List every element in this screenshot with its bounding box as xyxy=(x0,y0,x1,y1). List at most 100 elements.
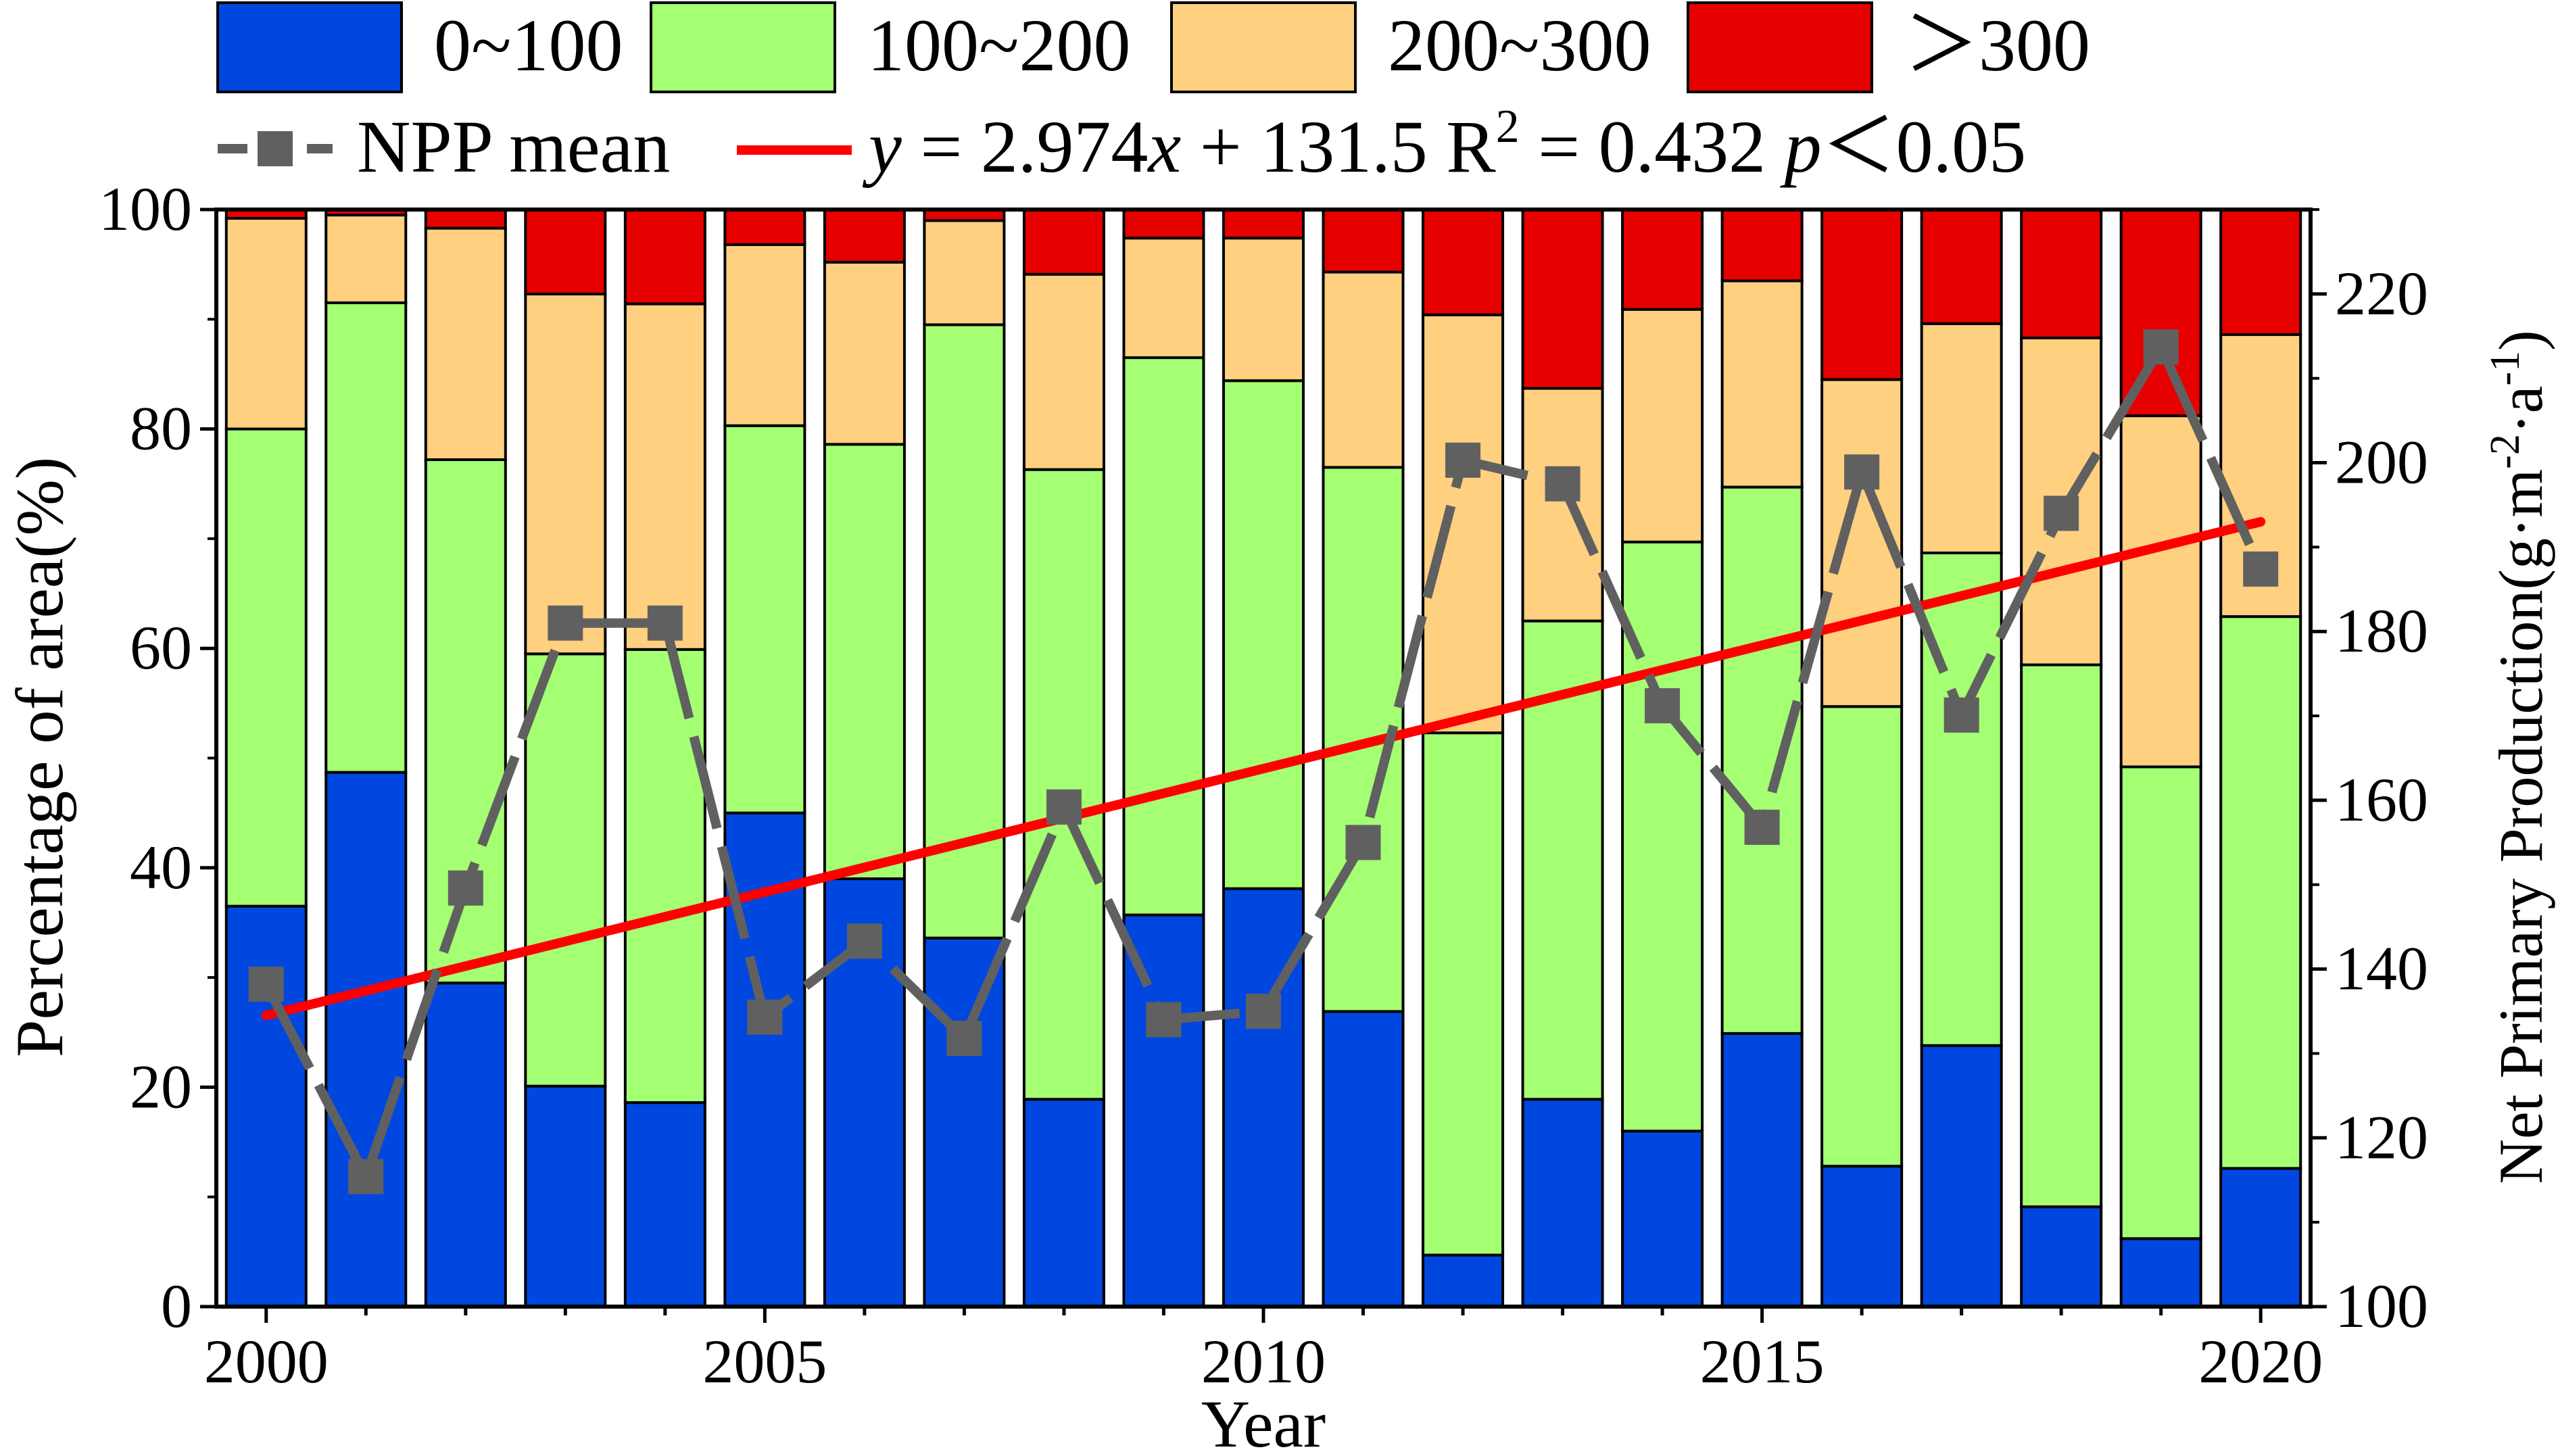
bar-2006-series-3 xyxy=(823,208,906,264)
bar-2002-series-0 xyxy=(424,981,507,1308)
bar-2013-series-0 xyxy=(1521,1098,1604,1309)
bar-2019-series-3 xyxy=(2119,208,2202,418)
npp-marker-2013 xyxy=(1545,466,1580,502)
bar-2007-series-0 xyxy=(923,936,1006,1308)
y-right-title-main: Net Primary Production(g·m xyxy=(2486,469,2555,1184)
bar-2012-series-3 xyxy=(1422,208,1505,316)
trend-line xyxy=(261,516,2266,1021)
x-tick-label: 2020 xyxy=(2198,1327,2323,1396)
legend-npp-label: NPP mean xyxy=(357,105,670,188)
bar-2003-series-2 xyxy=(524,292,607,656)
bar-2009-series-2 xyxy=(1122,237,1205,360)
bar-2011-series-3 xyxy=(1322,208,1405,274)
npp-mean-line-group xyxy=(248,329,2279,1194)
right-tick-label: 180 xyxy=(2335,596,2428,665)
left-tick-label: 60 xyxy=(130,613,192,682)
bar-2018-series-3 xyxy=(2020,208,2103,339)
legend-swatch-2 xyxy=(1170,1,1357,93)
bar-2015-series-0 xyxy=(1720,1032,1804,1309)
bar-2003-series-3 xyxy=(524,208,607,295)
bar-2014-series-3 xyxy=(1621,208,1704,311)
bar-2010-series-0 xyxy=(1222,887,1305,1308)
bar-2014-series-0 xyxy=(1621,1130,1704,1308)
y-right-title-end: ) xyxy=(2486,330,2555,351)
bar-2000-series-0 xyxy=(224,904,308,1308)
eq-c: = 0.432 xyxy=(1520,105,1785,188)
right-tick-label: 200 xyxy=(2335,428,2428,497)
npp-marker-2004 xyxy=(647,605,683,641)
bar-2017-series-2 xyxy=(1920,322,2003,554)
legend-equation: y = 2.974x + 131.5 R2 = 0.432 p＜0.05 xyxy=(862,101,2026,188)
bar-2010-series-1 xyxy=(1222,379,1305,890)
axes: 0 20 40 60 80 100 100 120 140 160 180 200 220 2000 200… xyxy=(2,174,2555,1456)
y-right-title-sup2: -1 xyxy=(2482,351,2528,386)
bar-2020-series-1 xyxy=(2219,615,2302,1170)
npp-marker-2009 xyxy=(1146,1002,1182,1038)
bar-2015-series-2 xyxy=(1720,279,1804,489)
npp-marker-2000 xyxy=(248,967,284,1002)
bar-2006-series-1 xyxy=(823,443,906,881)
x-tick-label: 2005 xyxy=(702,1327,827,1396)
y-right-axis-title: Net Primary Production(g·m-2·a-1) xyxy=(2482,330,2555,1184)
bar-2007-series-2 xyxy=(923,219,1006,326)
bar-2016-series-3 xyxy=(1820,208,1904,381)
y-left-axis-title: Percentage of area(%) xyxy=(2,457,77,1057)
bar-2009-series-3 xyxy=(1122,208,1205,240)
npp-marker-2005 xyxy=(747,999,783,1035)
left-tick-label: 80 xyxy=(130,394,192,463)
eq-x: x xyxy=(1146,105,1181,188)
legend-swatch-0 xyxy=(216,1,403,93)
bar-2005-series-2 xyxy=(723,243,806,427)
x-axis-title: Year xyxy=(1201,1386,1326,1456)
bar-2019-series-1 xyxy=(2119,765,2202,1240)
x-tick-label: 2010 xyxy=(1201,1327,1326,1396)
left-tick-label: 0 xyxy=(161,1271,192,1340)
npp-marker-2014 xyxy=(1645,688,1681,724)
bar-2015-series-1 xyxy=(1720,485,1804,1035)
bar-2001-series-2 xyxy=(324,214,408,304)
bar-2006-series-2 xyxy=(823,260,906,446)
right-tick-label: 120 xyxy=(2335,1102,2428,1171)
bar-2010-series-2 xyxy=(1222,237,1305,383)
legend-label-1: 100~200 xyxy=(867,4,1131,87)
legend-label-2: 200~300 xyxy=(1388,4,1651,87)
bar-2019-series-0 xyxy=(2119,1237,2202,1309)
right-tick-label: 140 xyxy=(2335,934,2428,1003)
y-right-title-sup1: -2 xyxy=(2482,434,2528,469)
bar-2004-series-2 xyxy=(623,302,706,651)
legend-swatch-1 xyxy=(650,1,836,93)
bar-2013-series-3 xyxy=(1521,208,1604,390)
y-right-title-mid: ·a xyxy=(2486,386,2555,434)
eq-y: y xyxy=(862,105,902,188)
bar-2020-series-3 xyxy=(2219,208,2302,337)
npp-marker-2011 xyxy=(1345,825,1381,860)
bar-2017-series-1 xyxy=(1920,551,2003,1047)
bar-2016-series-0 xyxy=(1820,1165,1904,1308)
x-tick-label: 2000 xyxy=(204,1327,329,1396)
trend-line-group xyxy=(261,516,2266,1021)
legend-npp-marker xyxy=(258,131,293,166)
npp-marker-2015 xyxy=(1744,809,1780,845)
bar-2000-series-1 xyxy=(224,427,308,908)
bar-2002-series-2 xyxy=(424,226,507,462)
npp-marker-2007 xyxy=(946,1020,982,1056)
legend-swatch-3 xyxy=(1687,1,1873,93)
bar-2009-series-0 xyxy=(1122,913,1205,1308)
bar-2008-series-1 xyxy=(1022,468,1105,1101)
right-tick-label: 220 xyxy=(2335,259,2428,328)
left-tick-label: 20 xyxy=(130,1052,192,1121)
bar-2008-series-3 xyxy=(1022,208,1105,276)
npp-marker-2010 xyxy=(1246,994,1281,1029)
bar-2011-series-0 xyxy=(1322,1010,1405,1308)
bar-2004-series-1 xyxy=(623,648,706,1105)
legend: 0~100 100~200 200~300 ＞300 NPP mean y = 2.974… xyxy=(216,1,2090,188)
bar-2008-series-0 xyxy=(1022,1098,1105,1309)
npp-marker-2020 xyxy=(2243,551,2279,587)
legend-label-3: ＞300 xyxy=(1904,4,2090,87)
bar-2005-series-1 xyxy=(723,424,806,815)
bar-2010-series-3 xyxy=(1222,208,1305,240)
eq-r-sup: 2 xyxy=(1496,101,1520,153)
bar-2017-series-0 xyxy=(1920,1044,2003,1308)
eq-p-rest: ＜0.05 xyxy=(1822,105,2027,188)
bar-2013-series-2 xyxy=(1521,387,1604,623)
